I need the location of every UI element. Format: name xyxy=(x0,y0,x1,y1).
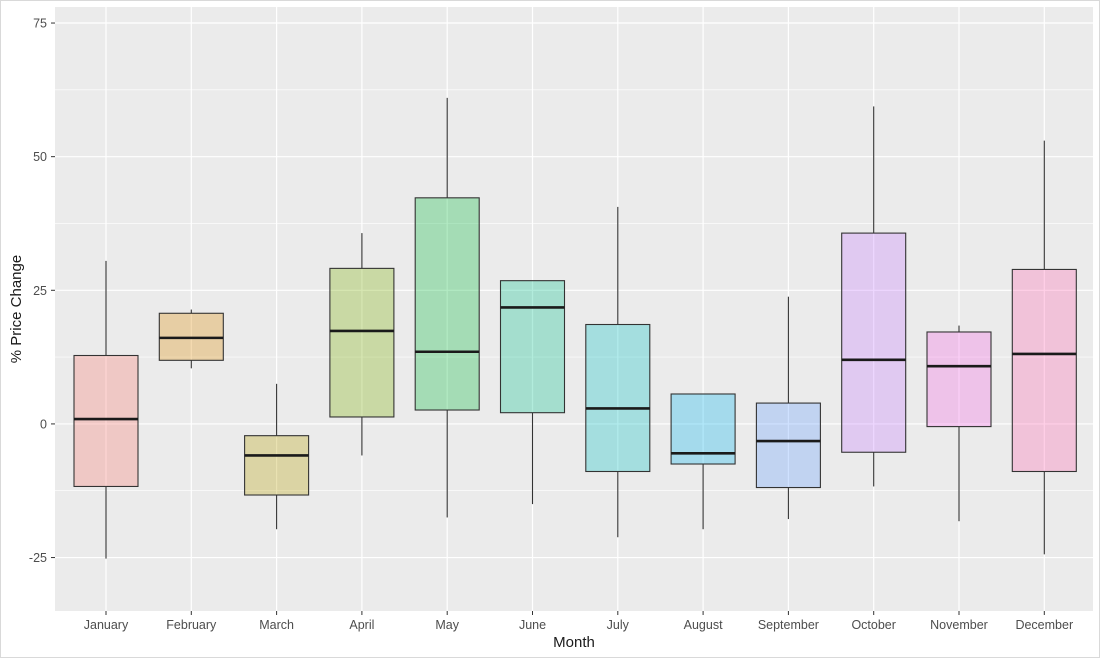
x-tick-label: December xyxy=(1015,618,1073,632)
x-tick-label: August xyxy=(684,618,723,632)
box-may xyxy=(414,97,480,518)
x-tick-label: November xyxy=(930,618,988,632)
x-tick-label: January xyxy=(84,618,129,632)
box-october xyxy=(841,106,907,487)
minor-grid xyxy=(55,89,1093,492)
y-tick-label: 0 xyxy=(40,417,47,431)
boxes-layer xyxy=(73,97,1077,559)
box-body xyxy=(499,280,566,414)
box-march xyxy=(244,383,310,530)
y-tick-label: 75 xyxy=(33,17,47,31)
box-body xyxy=(414,197,480,411)
box-september xyxy=(755,296,821,520)
x-axis-title: Month xyxy=(553,634,595,651)
x-tick-label: May xyxy=(435,618,459,632)
box-body xyxy=(926,331,992,428)
box-november xyxy=(926,325,992,522)
box-january xyxy=(73,260,139,559)
y-tick-label: 50 xyxy=(33,150,47,164)
x-tick-label: March xyxy=(259,618,294,632)
y-axis-title: % Price Change xyxy=(8,255,25,363)
x-tick-label: September xyxy=(758,618,819,632)
x-tick-label: July xyxy=(607,618,630,632)
box-august xyxy=(670,393,736,530)
plot-panel xyxy=(55,7,1093,611)
x-tick-label: April xyxy=(349,618,374,632)
box-body xyxy=(329,267,395,418)
y-tick-label: 25 xyxy=(33,284,47,298)
box-december xyxy=(1011,140,1077,555)
box-body xyxy=(585,323,651,473)
box-body xyxy=(244,435,310,496)
box-body xyxy=(1011,268,1077,473)
x-axis: January February March April May June July Augu… xyxy=(84,611,1073,632)
box-june xyxy=(499,280,566,505)
y-axis: 75 50 25 0 -25 xyxy=(29,17,55,565)
x-tick-label: October xyxy=(851,618,895,632)
box-april xyxy=(329,233,395,456)
x-tick-label: February xyxy=(166,618,217,632)
box-body xyxy=(841,232,907,453)
y-tick-label: -25 xyxy=(29,551,47,565)
box-february xyxy=(158,309,224,369)
box-body xyxy=(755,402,821,489)
box-body xyxy=(73,354,139,488)
x-tick-label: June xyxy=(519,618,546,632)
box-july xyxy=(585,206,651,538)
